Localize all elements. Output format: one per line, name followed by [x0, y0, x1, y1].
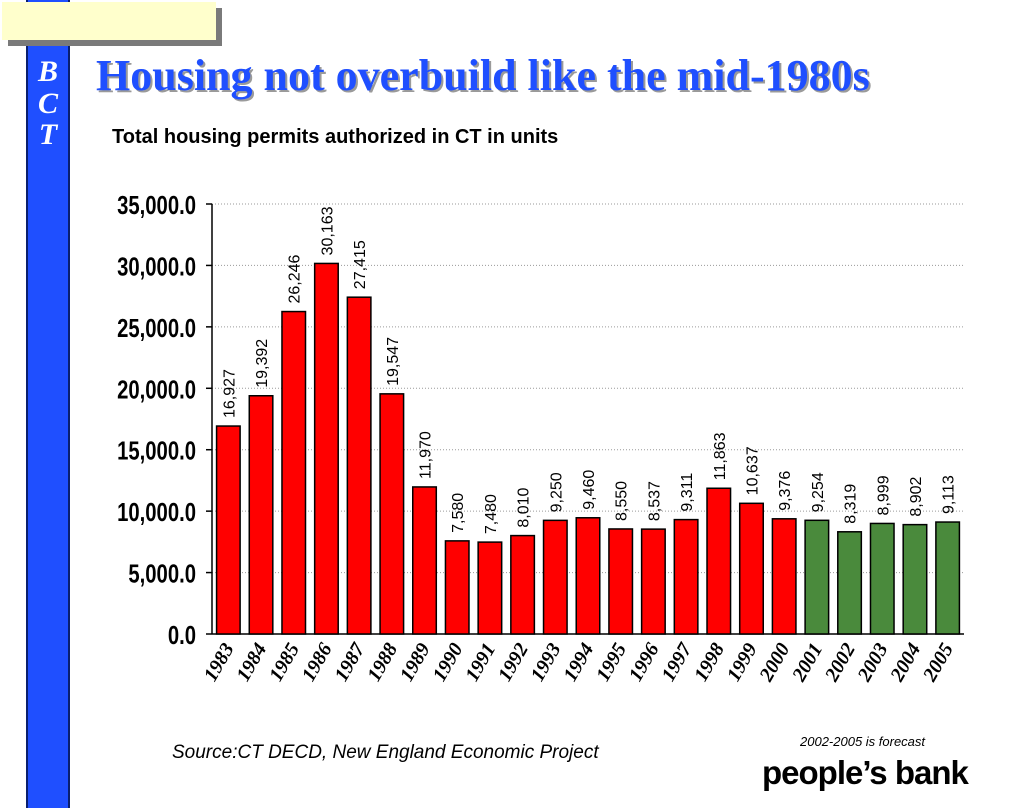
x-tick-label: 1985	[265, 640, 304, 686]
x-tick-label: 1998	[690, 640, 729, 686]
sidebar-letter: B	[37, 55, 58, 88]
x-tick-label: 2002	[820, 640, 860, 687]
data-label: 30,163	[319, 206, 336, 255]
bar	[510, 534, 536, 635]
bar	[869, 522, 895, 635]
data-label: 8,550	[614, 481, 631, 521]
bar	[412, 486, 438, 635]
data-label: 11,863	[712, 432, 729, 480]
sidebar	[26, 0, 70, 808]
data-label: 8,010	[516, 487, 533, 527]
bar	[379, 393, 405, 635]
data-label: 8,999	[875, 475, 892, 515]
data-label: 9,113	[941, 475, 958, 514]
y-tick-label: 0.0	[168, 621, 196, 650]
y-tick-label: 15,000.0	[117, 436, 196, 465]
bar	[313, 262, 339, 635]
bar	[281, 310, 307, 635]
x-tick-label: 2005	[918, 640, 958, 687]
bar	[444, 540, 470, 635]
data-label: 8,537	[646, 481, 663, 521]
x-tick-label: 1991	[461, 640, 500, 686]
x-tick-label: 2001	[788, 640, 828, 687]
x-tick-label: 1989	[396, 640, 435, 686]
bar	[935, 521, 961, 635]
data-label: 19,547	[385, 337, 402, 386]
data-label: 27,415	[352, 240, 369, 289]
data-label: 19,392	[254, 339, 271, 388]
y-tick-label: 25,000.0	[117, 313, 196, 342]
x-tick-label: 1987	[330, 639, 370, 686]
x-tick-label: 1997	[657, 639, 697, 686]
x-tick-label: 1986	[298, 640, 337, 686]
bar	[477, 541, 503, 635]
bar	[542, 519, 568, 635]
peoples-bank-logo: people’s bank	[762, 754, 969, 791]
data-label: 11,970	[418, 431, 435, 479]
y-tick-label: 30,000.0	[117, 252, 196, 281]
bar	[248, 395, 274, 635]
bar	[608, 528, 634, 635]
x-tick-label: 1990	[428, 640, 467, 686]
data-label: 16,927	[221, 369, 238, 418]
data-label: 9,250	[548, 472, 565, 512]
x-tick-label: 1994	[559, 640, 598, 686]
source-note: Source:CT DECD, New England Economic Pro…	[172, 742, 599, 763]
x-tick-label: 1996	[625, 640, 664, 686]
x-tick-label: 1984	[232, 640, 271, 686]
bar	[640, 528, 666, 635]
bar	[902, 523, 928, 635]
x-tick-label: 2003	[853, 640, 893, 687]
x-tick-label: 1999	[723, 640, 762, 686]
y-tick-label: 20,000.0	[117, 375, 196, 404]
x-tick-label: 1992	[494, 640, 533, 686]
x-tick-label: 1983	[200, 640, 239, 686]
bar	[804, 519, 830, 635]
bar	[738, 502, 764, 635]
x-tick-label: 1995	[592, 640, 631, 686]
x-tick-label: 1988	[363, 640, 402, 686]
x-tick-label: 2004	[886, 640, 926, 687]
slide-title: Housing not overbuild like the mid-1980s	[96, 51, 870, 100]
bar	[575, 517, 601, 635]
data-label: 9,460	[581, 470, 598, 510]
sidebar-letter: C	[37, 86, 58, 120]
chart-subtitle: Total housing permits authorized in CT i…	[112, 126, 559, 148]
data-label: 7,580	[450, 493, 467, 533]
data-label: 7,480	[483, 494, 500, 534]
data-label: 26,246	[287, 255, 304, 304]
sidebar-letter: T	[38, 118, 58, 151]
bar	[706, 487, 732, 635]
data-label: 10,637	[744, 446, 761, 495]
bar	[837, 531, 863, 635]
y-tick-label: 10,000.0	[117, 498, 196, 527]
bar	[771, 518, 797, 635]
yellow-tag-decoration	[2, 2, 216, 40]
data-label: 9,376	[777, 471, 794, 511]
sidebar-letters: B C T	[26, 56, 70, 151]
bar	[215, 425, 241, 635]
data-label: 8,319	[843, 484, 860, 524]
bar	[673, 518, 699, 635]
y-tick-label: 5,000.0	[128, 559, 196, 588]
forecast-note: 2002-2005 is forecast	[800, 734, 926, 749]
x-tick-label: 1993	[527, 640, 566, 686]
y-tick-label: 35,000.0	[117, 191, 196, 220]
data-label: 9,254	[810, 472, 827, 512]
data-label: 9,311	[679, 473, 696, 512]
data-label: 8,902	[908, 476, 925, 516]
bar	[346, 296, 372, 635]
x-tick-label: 2000	[755, 640, 795, 687]
